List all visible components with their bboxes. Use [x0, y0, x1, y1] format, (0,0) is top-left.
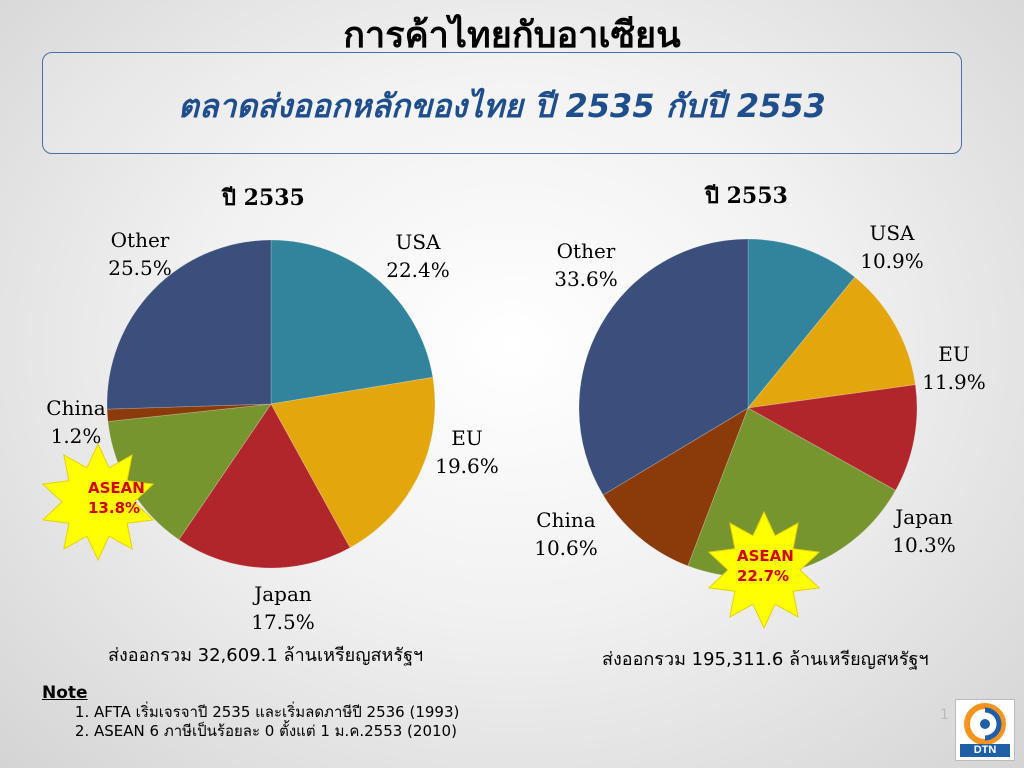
pie2-label-usa: USA 10.9% [860, 221, 924, 273]
pie2-label-other: Other 33.6% [554, 239, 618, 291]
pie-slice-eu [270, 376, 436, 549]
logo-text: DTN [973, 744, 997, 756]
pie1-label-other: Other 25.5% [108, 228, 172, 280]
pie1-label-usa: USA 22.4% [386, 230, 450, 282]
pie1-label-japan: Japan 17.5% [251, 582, 315, 634]
pie-slice-other [578, 238, 749, 496]
pie-slice-usa [270, 239, 434, 405]
note-section: Note AFTA เริ่มเจรจาปี 2535 และเริ่มลดภา… [42, 684, 459, 741]
subtitle: ตลาดส่งออกหลักของไทย ปี 2535 กับปี 2553 [178, 87, 826, 125]
pie-slice-usa [747, 238, 856, 410]
subtitle-box: ตลาดส่งออกหลักของไทย ปี 2535 กับปี 2553 [42, 52, 962, 154]
pie2-label-eu: EU 11.9% [922, 342, 986, 394]
page-title: การค้าไทยกับอาเซียน [343, 15, 681, 56]
total-2553: ส่งออกรวม 195,311.6 ล้านเหรียญสหรัฐฯ [602, 649, 929, 670]
dtn-logo: DTN [955, 699, 1015, 761]
pie1-label-asean: ASEAN 13.8% [88, 479, 145, 517]
note-title: Note [42, 683, 88, 703]
chart2-title: ปี 2553 [705, 183, 788, 209]
pie2-label-japan: Japan 10.3% [892, 505, 956, 557]
note-item: ASEAN 6 ภาษีเป็นร้อยละ 0 ตั้งแต่ 1 ม.ค.2… [94, 722, 459, 741]
pie-slice-china [106, 403, 272, 422]
pie-slice-japan [746, 384, 918, 491]
chart1-title: ปี 2535 [222, 185, 305, 211]
pie1-label-china: China 1.2% [46, 396, 106, 448]
asean-starburst-2535 [41, 442, 155, 562]
pie-slice-japan [178, 403, 351, 569]
pie2-label-asean: ASEAN 22.7% [737, 547, 794, 585]
asean-starburst-2553 [707, 510, 821, 630]
pie2-label-china: China 10.6% [534, 508, 598, 560]
pie-slice-other [106, 239, 272, 410]
pie-slice-eu [747, 276, 916, 409]
pie-slice-china [602, 407, 749, 567]
page-number: 1 [940, 707, 949, 723]
total-2535: ส่งออกรวม 32,609.1 ล้านเหรียญสหรัฐฯ [108, 645, 424, 666]
pie1-label-eu: EU 19.6% [435, 426, 499, 478]
note-item: AFTA เริ่มเจรจาปี 2535 และเริ่มลดภาษีปี … [94, 703, 459, 722]
